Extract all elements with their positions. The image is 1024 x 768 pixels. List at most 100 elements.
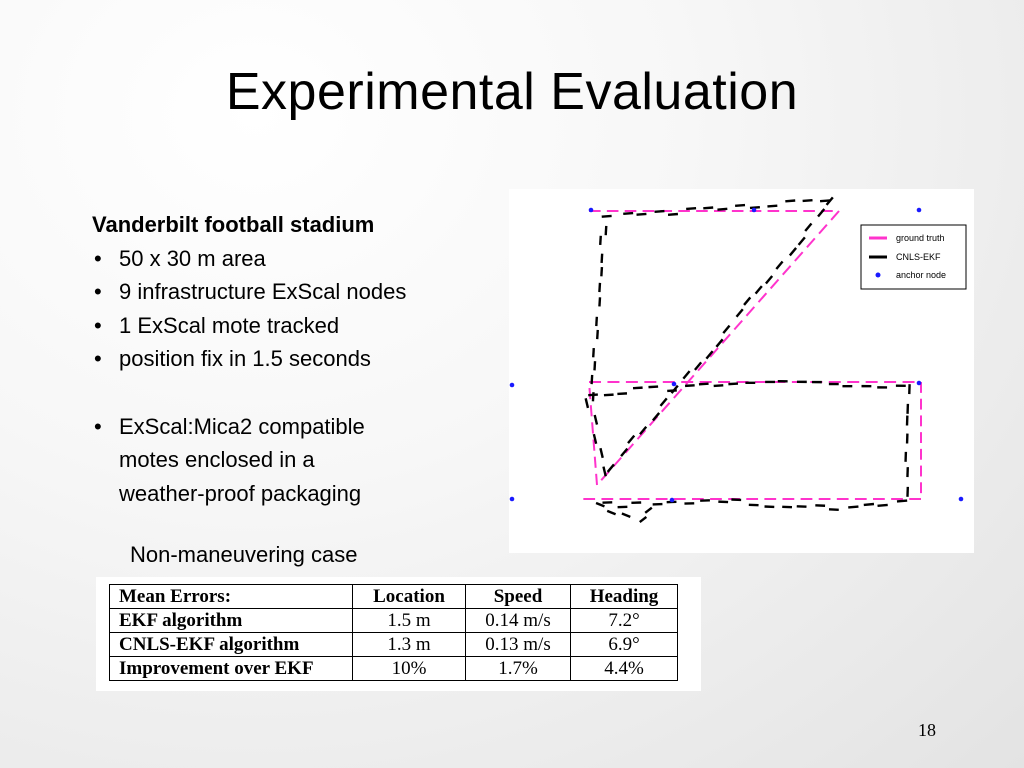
cnls-ekf-segment	[590, 374, 594, 385]
cnls-ekf-segment	[797, 236, 806, 246]
table-row: CNLS-EKF algorithm 1.3 m 0.13 m/s 6.9°	[109, 632, 678, 657]
cnls-ekf-segment	[728, 382, 739, 386]
cnls-ekf-segment	[735, 203, 746, 208]
cnls-ekf-segment	[598, 282, 602, 293]
error-table-panel: Mean Errors: Location Speed Heading EKF …	[96, 577, 701, 691]
ground-truth-segment	[697, 361, 707, 372]
cnls-ekf-segment	[722, 324, 731, 334]
location-value: 1.3 m	[352, 632, 466, 657]
anchor-node-marker	[916, 207, 922, 213]
page-number: 18	[918, 720, 936, 740]
ground-truth-segment	[593, 456, 597, 468]
ground-truth-segment	[589, 405, 593, 417]
legend-label-cnls-ekf: CNLS-EKF	[896, 252, 941, 262]
cnls-ekf-segment	[617, 392, 628, 396]
cnls-ekf-segment	[604, 225, 608, 236]
cnls-ekf-segment	[593, 414, 599, 425]
ground-truth-segment	[624, 443, 635, 454]
ground-truth-segment	[818, 224, 828, 235]
ground-truth-segment	[757, 292, 768, 303]
content-heading: Vanderbilt football stadium	[92, 212, 375, 237]
cnls-ekf-segment	[877, 503, 888, 507]
bullet-dot-icon: •	[94, 245, 102, 271]
bullet-item: • position fix in 1.5 seconds	[92, 342, 512, 376]
slide-title: Experimental Evaluation	[225, 63, 799, 121]
legend-box: ground truth CNLS-EKF anchor node	[860, 224, 967, 290]
exscal-line-3: weather-proof packaging	[119, 480, 362, 506]
cnls-ekf-path	[584, 196, 911, 524]
cnls-ekf-segment	[602, 466, 607, 477]
ground-truth-segment	[830, 210, 840, 221]
cnls-ekf-segment	[651, 412, 661, 422]
bullet-dot-icon: •	[94, 279, 102, 304]
cnls-ekf-segment	[788, 247, 798, 257]
cnls-ekf-segment	[785, 199, 796, 203]
cnls-ekf-segment	[749, 206, 760, 210]
cnls-ekf-segment	[825, 196, 834, 206]
row-label: EKF algorithm	[109, 608, 353, 633]
exscal-bullet-list: • ExScal:Mica2 compatible motes enclosed…	[92, 410, 512, 511]
row-label: CNLS-EKF algorithm	[109, 632, 353, 657]
cnls-ekf-segment	[667, 212, 679, 216]
trajectory-figure: ground truth CNLS-EKF anchor node	[509, 189, 974, 553]
ground-truth-segment	[745, 306, 756, 317]
bullet-text: 9 infrastructure ExScal nodes	[119, 279, 407, 304]
cnls-ekf-segment	[606, 463, 615, 473]
heading-value: 7.2°	[570, 608, 678, 633]
anchor-node-marker	[669, 497, 675, 503]
table-row: Improvement over EKF 10% 1.7% 4.4%	[109, 656, 678, 681]
cnls-ekf-segment	[667, 389, 677, 393]
speed-value: 1.7%	[465, 656, 571, 681]
cnls-ekf-segment	[743, 296, 752, 306]
cnls-ekf-segment	[588, 393, 598, 397]
cnls-ekf-segment	[599, 447, 604, 459]
cnls-ekf-segment	[591, 392, 595, 402]
cnls-ekf-segment	[713, 384, 724, 388]
cnls-ekf-segment	[693, 361, 703, 371]
row-label: Improvement over EKF	[109, 656, 353, 681]
cnls-ekf-segment	[606, 509, 617, 516]
ground-truth-segment	[781, 265, 792, 276]
cnls-ekf-segment	[896, 499, 908, 503]
ground-truth-segment	[673, 388, 683, 399]
cnls-ekf-segment	[595, 501, 605, 508]
cnls-ekf-segment	[598, 297, 602, 307]
cnls-ekf-segment	[648, 385, 659, 389]
header-heading: Heading	[570, 584, 678, 609]
ground-truth-segment	[721, 333, 731, 344]
anchor-node-marker	[958, 496, 964, 502]
cnls-ekf-segment	[863, 502, 875, 507]
cnls-ekf-segment	[654, 209, 665, 214]
cnls-ekf-segment	[754, 285, 763, 295]
cnls-ekf-segment	[644, 506, 653, 514]
table-header-row: Mean Errors: Location Speed Heading	[109, 584, 678, 609]
anchor-node-marker	[751, 207, 757, 213]
cnls-ekf-segment	[686, 206, 697, 211]
bullet-dot-icon: •	[94, 413, 102, 439]
bullet-item: • 9 infrastructure ExScal nodes	[92, 275, 512, 309]
ground-truth-segment	[660, 402, 671, 413]
cnls-ekf-segment	[596, 329, 599, 340]
cnls-ekf-segment	[595, 316, 599, 327]
cnls-ekf-segment	[621, 512, 631, 518]
table-caption: Non-maneuvering case	[130, 542, 358, 567]
ground-truth-segment	[806, 237, 816, 248]
anchor-node-marker	[509, 496, 515, 502]
legend-label-ground-truth: ground truth	[896, 233, 945, 243]
bullet-text: position fix in 1.5 seconds	[119, 346, 371, 371]
ground-truth-segment	[794, 251, 804, 262]
header-mean-errors: Mean Errors:	[109, 584, 353, 609]
cnls-ekf-segment	[804, 222, 813, 232]
exscal-line-2: motes enclosed in a	[119, 447, 315, 472]
bullet-item: • 1 ExScal mote tracked	[92, 309, 512, 343]
header-location: Location	[352, 584, 466, 609]
cnls-ekf-segment	[636, 212, 647, 216]
cnls-ekf-segment	[765, 275, 774, 285]
cnls-ekf-segment	[599, 235, 602, 246]
cnls-ekf-segment	[632, 386, 643, 390]
cnls-ekf-segment	[600, 267, 604, 277]
cnls-ekf-segment	[819, 199, 831, 203]
cnls-ekf-segment	[603, 393, 614, 397]
table-row: EKF algorithm 1.5 m 0.14 m/s 7.2°	[109, 608, 678, 633]
cnls-ekf-segment	[705, 350, 714, 360]
